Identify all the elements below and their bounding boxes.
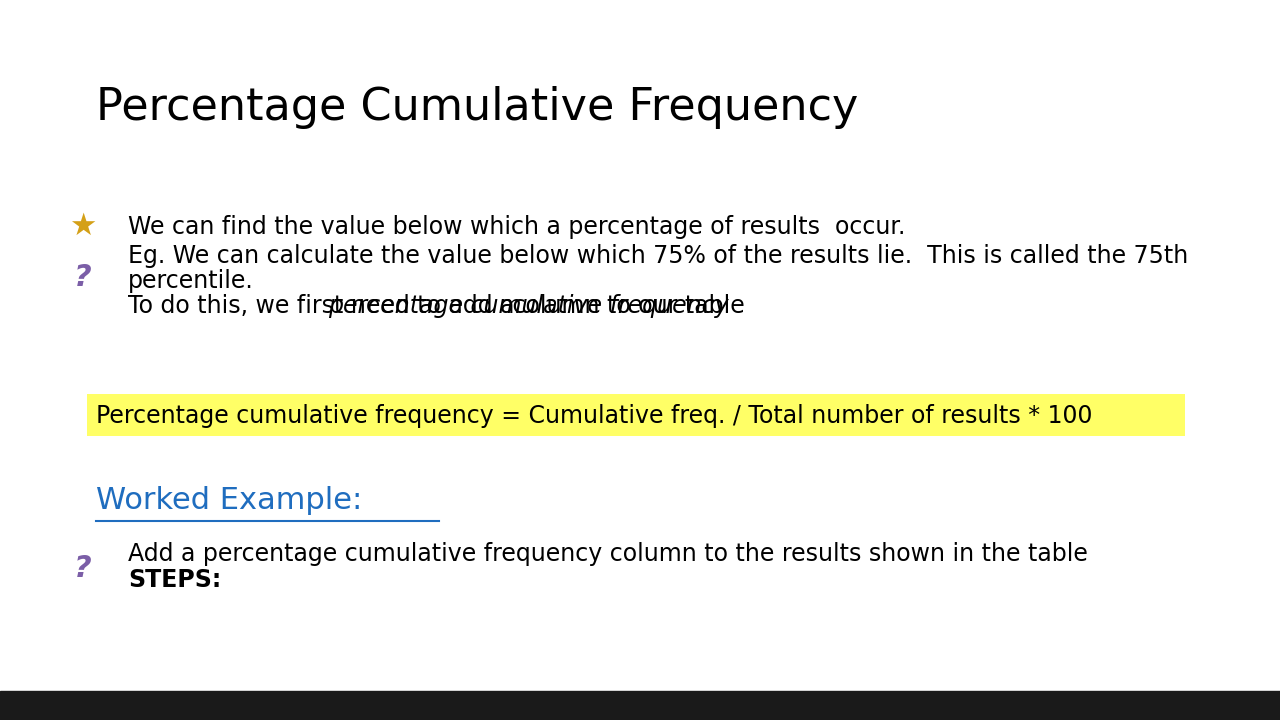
FancyBboxPatch shape: [87, 394, 1185, 436]
Text: ?: ?: [74, 263, 92, 292]
Text: Add a percentage cumulative frequency column to the results shown in the table: Add a percentage cumulative frequency co…: [128, 542, 1088, 567]
Text: percentile.: percentile.: [128, 269, 253, 293]
Text: We can find the value below which a percentage of results  occur.: We can find the value below which a perc…: [128, 215, 905, 239]
Text: Percentage cumulative frequency = Cumulative freq. / Total number of results * 1: Percentage cumulative frequency = Cumula…: [96, 404, 1093, 428]
Text: ?: ?: [74, 554, 92, 583]
Text: percentage cumulative frequency: percentage cumulative frequency: [328, 294, 728, 318]
Bar: [0, 691, 1280, 720]
Text: column to our table: column to our table: [506, 294, 745, 318]
Text: Percentage Cumulative Frequency: Percentage Cumulative Frequency: [96, 86, 859, 130]
Text: Eg. We can calculate the value below which 75% of the results lie.  This is call: Eg. We can calculate the value below whi…: [128, 243, 1188, 268]
Text: Worked Example:: Worked Example:: [96, 486, 362, 515]
Text: ★: ★: [69, 212, 97, 241]
Text: STEPS:: STEPS:: [128, 567, 221, 592]
Text: To do this, we first need to add a: To do this, we first need to add a: [128, 294, 522, 318]
